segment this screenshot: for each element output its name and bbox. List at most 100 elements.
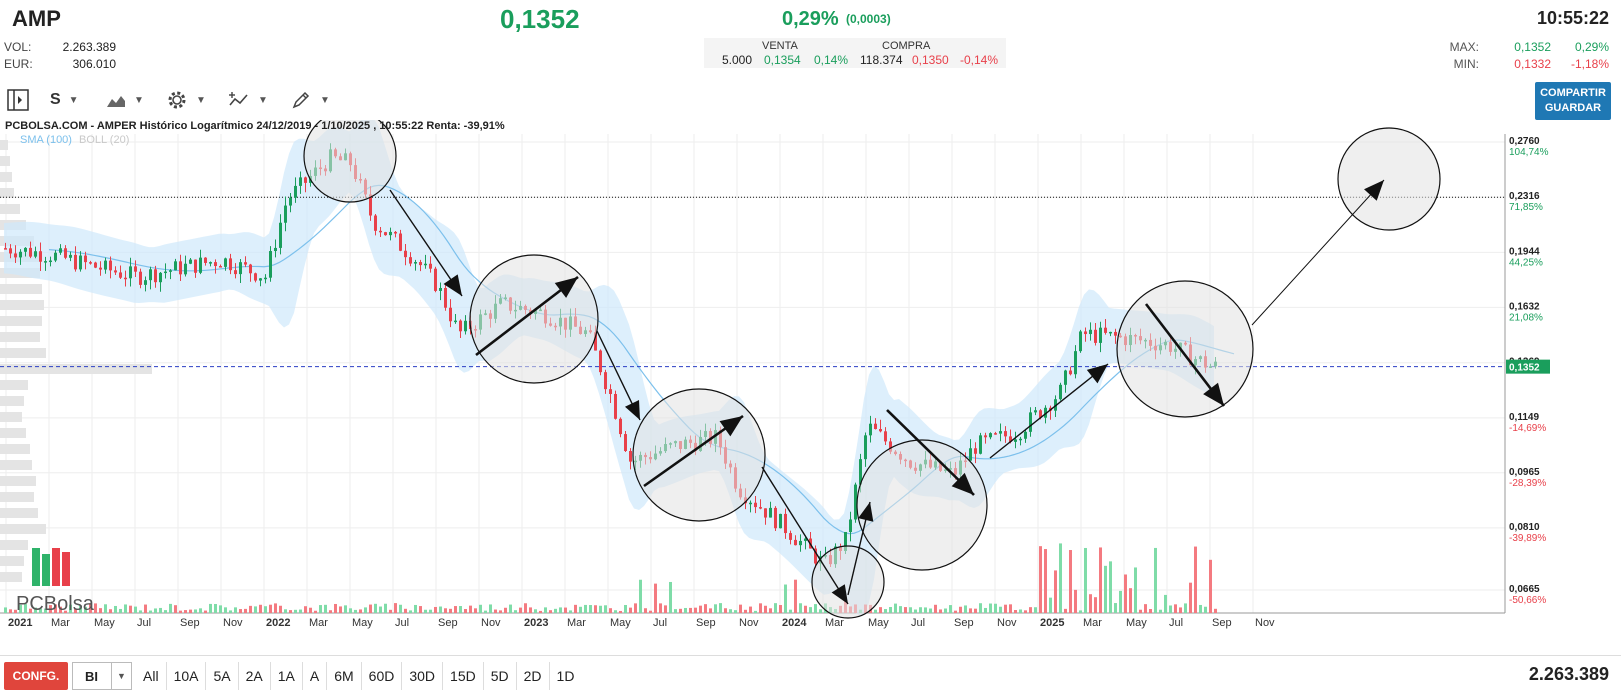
volume-bar <box>654 583 657 613</box>
volume-bar <box>334 603 337 613</box>
volume-bar <box>84 606 87 613</box>
sma-indicator[interactable]: SMA (100) <box>20 134 72 146</box>
volume-bar <box>684 607 687 613</box>
range-button-2d[interactable]: 2D <box>515 662 549 690</box>
config-button[interactable]: CONFG. <box>4 662 68 690</box>
boll-indicator[interactable]: BOLL (20) <box>79 134 130 146</box>
candle-body <box>39 251 42 262</box>
range-button-a[interactable]: A <box>301 662 326 690</box>
volume-bar <box>499 610 502 613</box>
toggle-panel-button[interactable] <box>6 88 30 112</box>
x-tick-label: May <box>1126 617 1147 629</box>
volume-bar <box>1024 610 1027 613</box>
volume-bar <box>199 608 202 613</box>
range-button-2a[interactable]: 2A <box>237 662 270 690</box>
volume-bar <box>934 604 937 613</box>
x-tick-label: May <box>610 617 631 629</box>
volume-bar <box>174 605 177 613</box>
compra-pct: -0,14% <box>960 53 999 67</box>
candle-body <box>434 268 437 291</box>
volume-bar <box>679 608 682 613</box>
range-button-5d[interactable]: 5D <box>482 662 516 690</box>
volume-bar <box>269 604 272 613</box>
x-tick-label: Sep <box>954 617 974 629</box>
volume-bar <box>134 606 137 613</box>
volume-bar <box>429 609 432 613</box>
candle-body <box>1034 410 1037 413</box>
candle-body <box>464 320 467 332</box>
candle-body <box>614 393 617 419</box>
volume-bar <box>179 610 182 613</box>
chart-footer: CONFG. BI ▼ All 10A 5A 2A 1A A 6M 60D 30D 15D 5D 2D… <box>0 655 1621 693</box>
volume-bar <box>4 607 7 613</box>
volume-bar <box>154 608 157 613</box>
volume-bar <box>949 605 952 613</box>
volume-bar <box>1069 550 1072 613</box>
settings-select[interactable]: ▼ <box>166 88 206 112</box>
logo-bar <box>42 554 50 586</box>
eur-label: EUR: <box>4 57 33 71</box>
annotation-arrowhead <box>719 416 743 437</box>
annotation-arrowhead <box>443 274 462 296</box>
volume-profile-bar <box>0 188 14 198</box>
volume-profile-bar <box>0 380 28 390</box>
share-save-button[interactable]: COMPARTIR GUARDAR <box>1535 82 1611 120</box>
chart-canvas[interactable]: 2021 Mar May Jul Sep Nov 2022 Mar May Jul Sep Nov 20… <box>0 109 1621 654</box>
venta-label: VENTA <box>762 40 798 52</box>
logo-bar <box>62 552 70 586</box>
candle-body <box>214 262 217 267</box>
range-button-60d[interactable]: 60D <box>360 662 402 690</box>
volume-bar <box>314 610 317 613</box>
price-chart[interactable]: 2021 Mar May Jul Sep Nov 2022 Mar May Jul Sep Nov 20… <box>0 109 1621 654</box>
volume-bar <box>1139 609 1142 613</box>
range-button-all[interactable]: All <box>143 668 159 684</box>
x-tick-label: 2023 <box>524 617 548 629</box>
candle-body <box>399 233 402 251</box>
volume-bar <box>304 606 307 613</box>
volume-bar <box>894 603 897 613</box>
volume-bar <box>999 606 1002 613</box>
candle-body <box>264 277 267 280</box>
range-button-15d[interactable]: 15D <box>442 662 483 690</box>
volume-profile-bar <box>0 396 24 406</box>
volume-bar <box>44 608 47 613</box>
range-button-10a[interactable]: 10A <box>165 662 206 690</box>
y-tick-percent: -39,89% <box>1509 533 1546 544</box>
range-button-30d[interactable]: 30D <box>401 662 442 690</box>
eur-stat: EUR: 306.010 <box>4 57 116 71</box>
min-stat: MIN: 0,1332 -1,18% <box>1409 57 1609 71</box>
candle-body <box>9 248 12 254</box>
volume-bar <box>579 606 582 613</box>
y-tick-price: 0,1149 <box>1509 412 1539 423</box>
candle-body <box>119 272 122 278</box>
range-button-6m[interactable]: 6M <box>326 662 360 690</box>
share-label: COMPARTIR <box>1540 87 1606 99</box>
volume-bar <box>1099 547 1102 613</box>
quote-header: AMP 0,1352 0,29% (0,0003) 10:55:22 VOL: … <box>0 0 1621 84</box>
volume-bar <box>399 604 402 613</box>
volume-bar <box>789 609 792 613</box>
range-button-1a[interactable]: 1A <box>269 662 302 690</box>
volume-bar <box>1184 603 1187 613</box>
range-button-1d[interactable]: 1D <box>548 662 582 690</box>
bi-select[interactable]: BI ▼ <box>72 662 132 690</box>
chevron-down-icon: ▼ <box>134 94 144 106</box>
volume-bar <box>524 603 527 613</box>
volume-bar <box>1104 565 1107 613</box>
volume-bar <box>754 610 757 613</box>
period-select[interactable]: S ▼ <box>50 88 79 112</box>
volume-bar <box>704 604 707 613</box>
volume-bar <box>79 605 82 613</box>
candle-body <box>1014 439 1017 442</box>
chart-type-select[interactable]: ▼ <box>106 88 144 112</box>
candle-body <box>429 263 432 269</box>
volume-profile-bar <box>0 572 22 582</box>
indicators-select[interactable]: ▼ <box>228 88 268 112</box>
candle-body <box>184 263 187 275</box>
indicator-icon <box>229 92 248 106</box>
annotation-circle <box>856 439 988 571</box>
range-button-5a[interactable]: 5A <box>205 662 237 690</box>
candle-body <box>969 448 972 461</box>
drawing-tools-select[interactable]: ▼ <box>290 88 330 112</box>
candle-body <box>774 507 777 529</box>
